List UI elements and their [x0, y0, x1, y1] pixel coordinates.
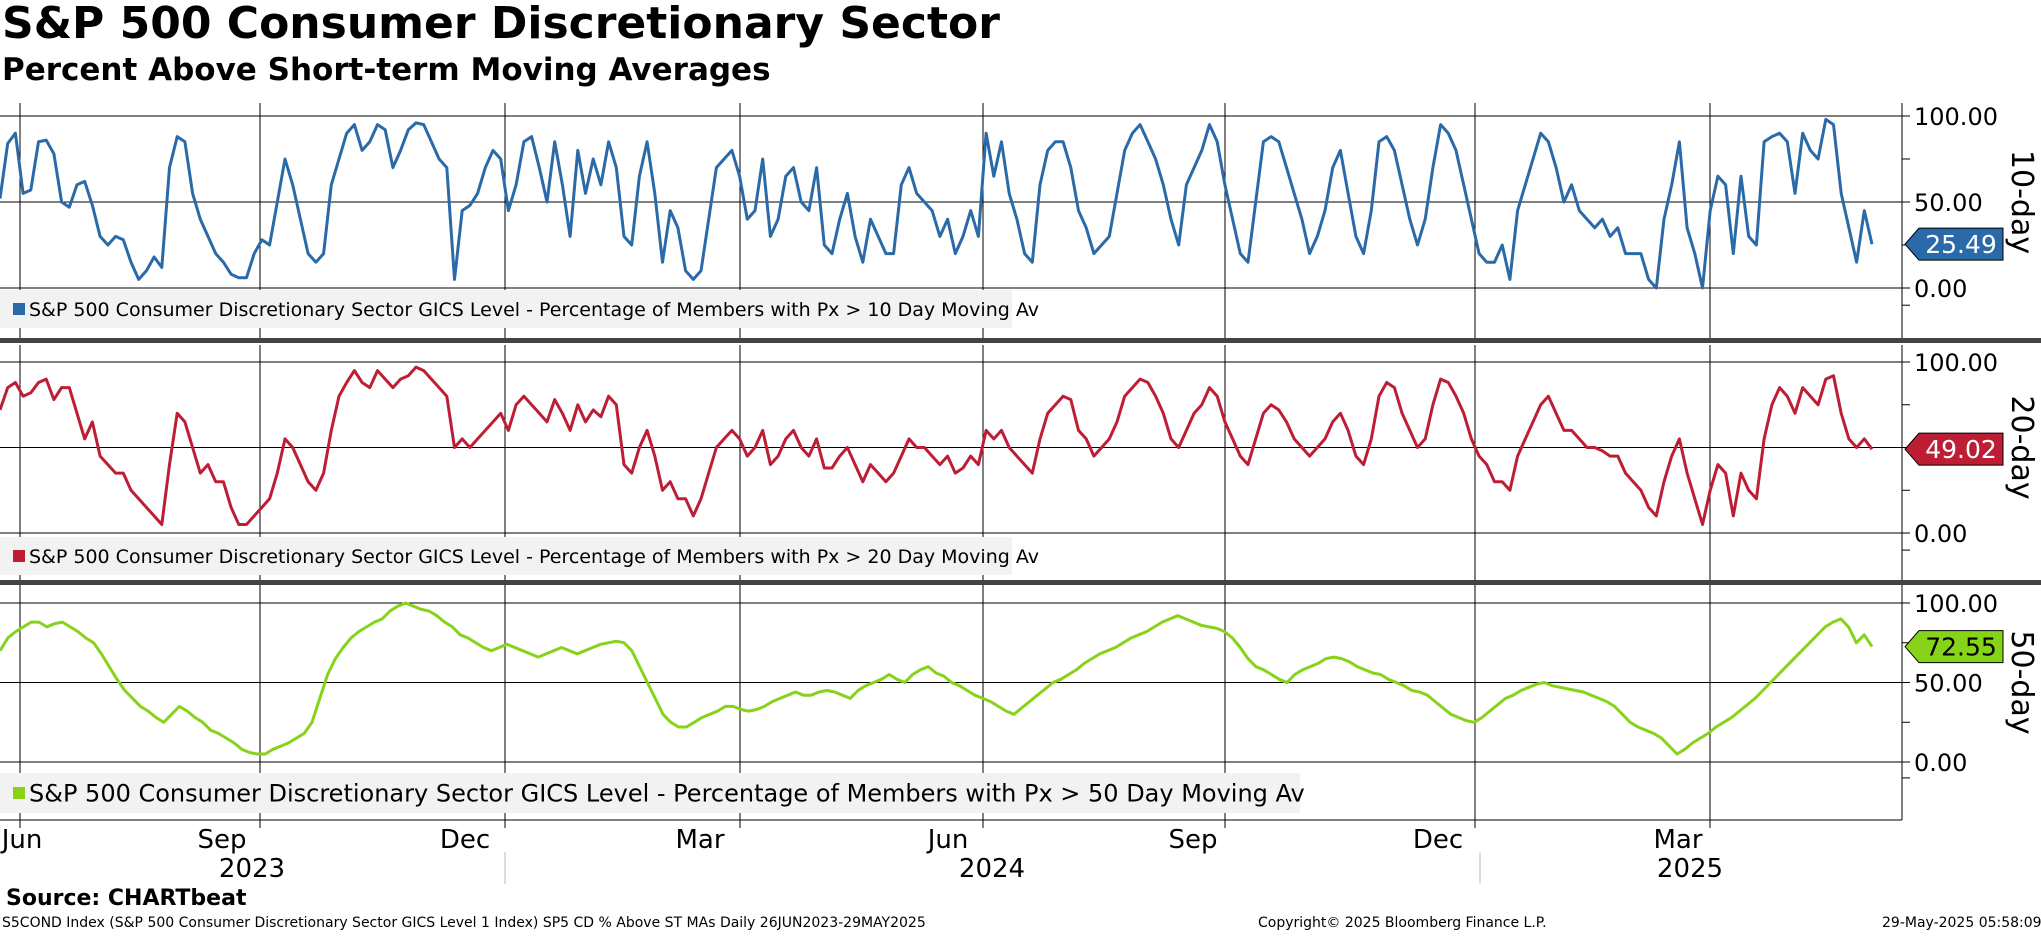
legend-box-10-day	[0, 290, 1012, 328]
year-label-0: 2023	[219, 854, 285, 884]
last-value-label-20-day: 49.02	[1925, 435, 1997, 464]
legend-label-10-day: S&P 500 Consumer Discretionary Sector GI…	[29, 299, 1039, 321]
ytick-label-20-day-0: 100.00	[1914, 349, 1998, 377]
panel-separator-0	[0, 338, 2041, 343]
month-label-3: Mar	[675, 825, 724, 855]
chart-subtitle: Percent Above Short-term Moving Averages	[2, 52, 771, 88]
last-value-label-10-day: 25.49	[1925, 230, 1997, 259]
axis-title-20-day: 20-day	[2004, 395, 2039, 499]
year-label-2: 2025	[1657, 854, 1723, 884]
copyright-notice: Copyright© 2025 Bloomberg Finance L.P.	[1258, 915, 1547, 931]
month-label-2: Dec	[440, 825, 490, 855]
legend-label-20-day: S&P 500 Consumer Discretionary Sector GI…	[29, 546, 1039, 568]
month-label-0: Jun	[0, 825, 42, 855]
ytick-label-50-day-2: 0.00	[1914, 749, 1967, 777]
month-label-1: Sep	[197, 825, 246, 855]
last-value-tag-50-day	[1904, 630, 2004, 664]
month-label-6: Dec	[1413, 825, 1463, 855]
legend-swatch-50-day	[13, 787, 25, 799]
last-value-label-50-day: 72.55	[1925, 633, 1997, 662]
chart-title: S&P 500 Consumer Discretionary Sector	[2, 0, 1000, 49]
legend-box-20-day	[0, 537, 1012, 575]
axis-title-50-day: 50-day	[2004, 630, 2039, 734]
month-label-7: Mar	[1653, 825, 1702, 855]
ytick-label-50-day-0: 100.00	[1914, 590, 1998, 618]
ytick-label-10-day-2: 0.00	[1914, 275, 1967, 303]
series-line-10-day	[0, 117, 1874, 290]
legend-swatch-20-day	[13, 550, 25, 562]
last-value-tag-10-day	[1904, 227, 2004, 261]
series-line-50-day	[0, 601, 1874, 756]
source-label: Source: CHARTbeat	[6, 886, 247, 911]
timestamp: 29-May-2025 05:58:09	[1882, 915, 2041, 931]
ytick-label-10-day-0: 100.00	[1914, 103, 1998, 131]
ytick-label-50-day-1: 50.00	[1914, 670, 1983, 698]
ytick-label-10-day-1: 50.00	[1914, 189, 1983, 217]
series-line-20-day	[0, 365, 1874, 526]
axis-title-10-day: 10-day	[2004, 150, 2039, 254]
index-description: S5COND Index (S&P 500 Consumer Discretio…	[2, 915, 926, 931]
month-label-4: Jun	[926, 825, 969, 855]
month-label-5: Sep	[1168, 825, 1217, 855]
year-label-1: 2024	[959, 854, 1025, 884]
legend-label-50-day: S&P 500 Consumer Discretionary Sector GI…	[29, 780, 1305, 808]
last-value-tag-20-day	[1904, 432, 2004, 466]
ytick-label-20-day-2: 0.00	[1914, 520, 1967, 548]
panel-separator-1	[0, 580, 2041, 585]
legend-box-50-day	[0, 773, 1300, 813]
legend-swatch-10-day	[13, 303, 25, 315]
